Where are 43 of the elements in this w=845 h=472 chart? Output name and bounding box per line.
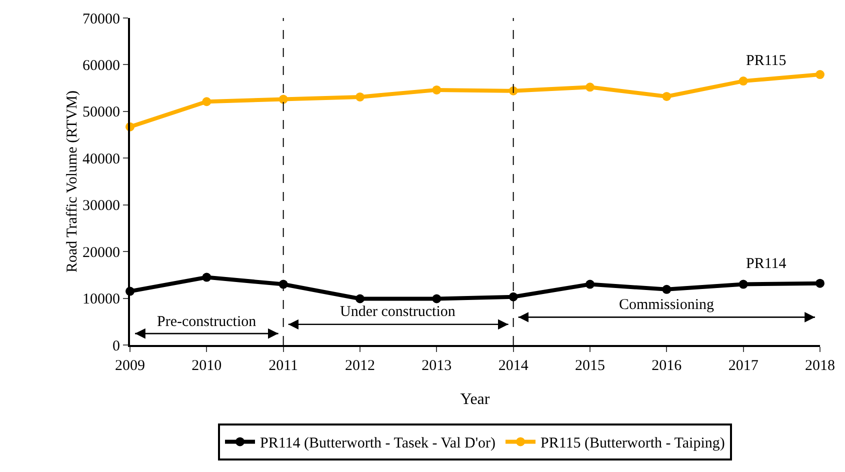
x-tick-label: 2012 xyxy=(345,358,375,374)
y-axis-title: Road Traffic Volume (RTVM) xyxy=(64,90,80,273)
point xyxy=(738,280,748,289)
x-tick-label: 2017 xyxy=(728,358,759,374)
point xyxy=(202,272,212,282)
x-tick-label: 2018 xyxy=(805,358,835,374)
y-tick-label: 0 xyxy=(112,338,120,354)
point xyxy=(662,92,672,101)
annotation: PR115 xyxy=(746,53,786,69)
point xyxy=(586,280,594,289)
point xyxy=(432,294,442,304)
point xyxy=(816,278,824,288)
annotation: Under construction xyxy=(340,304,456,320)
y-tick-label: 60000 xyxy=(82,58,120,74)
point xyxy=(508,292,518,302)
legend-label: PR115 (Butterworth - Taiping) xyxy=(540,436,725,452)
y-tick-label: 40000 xyxy=(82,151,120,168)
x-tick-label: 2015 xyxy=(575,358,605,374)
annotation: Pre-construction xyxy=(157,314,257,330)
y-tick-label: 30000 xyxy=(82,198,120,214)
x-tick-label: 2014 xyxy=(498,358,529,374)
y-tick-label: 50000 xyxy=(82,104,120,121)
point xyxy=(432,85,442,94)
point xyxy=(586,82,594,92)
y-tick-label: 70000 xyxy=(82,11,120,28)
point xyxy=(278,94,288,104)
point xyxy=(356,92,364,102)
point xyxy=(356,294,364,304)
x-tick-label: 2013 xyxy=(422,358,452,374)
y-tick-label: 20000 xyxy=(82,244,120,261)
point xyxy=(662,284,672,294)
annotation: PR114 xyxy=(746,256,787,272)
x-tick-label: 2016 xyxy=(652,358,682,374)
legend-label: PR114 (Butterworth - Tasek - Val D'or) xyxy=(260,436,496,452)
annotation: Commissioning xyxy=(619,297,715,313)
point xyxy=(738,76,748,86)
x-axis-title: Year xyxy=(460,391,490,408)
x-tick-label: 2009 xyxy=(115,358,145,374)
x-tick-label: 2010 xyxy=(192,358,222,374)
point xyxy=(202,97,212,106)
x-tick-label: 2011 xyxy=(268,358,298,374)
y-tick-label: 10000 xyxy=(82,292,120,308)
point xyxy=(816,70,824,80)
